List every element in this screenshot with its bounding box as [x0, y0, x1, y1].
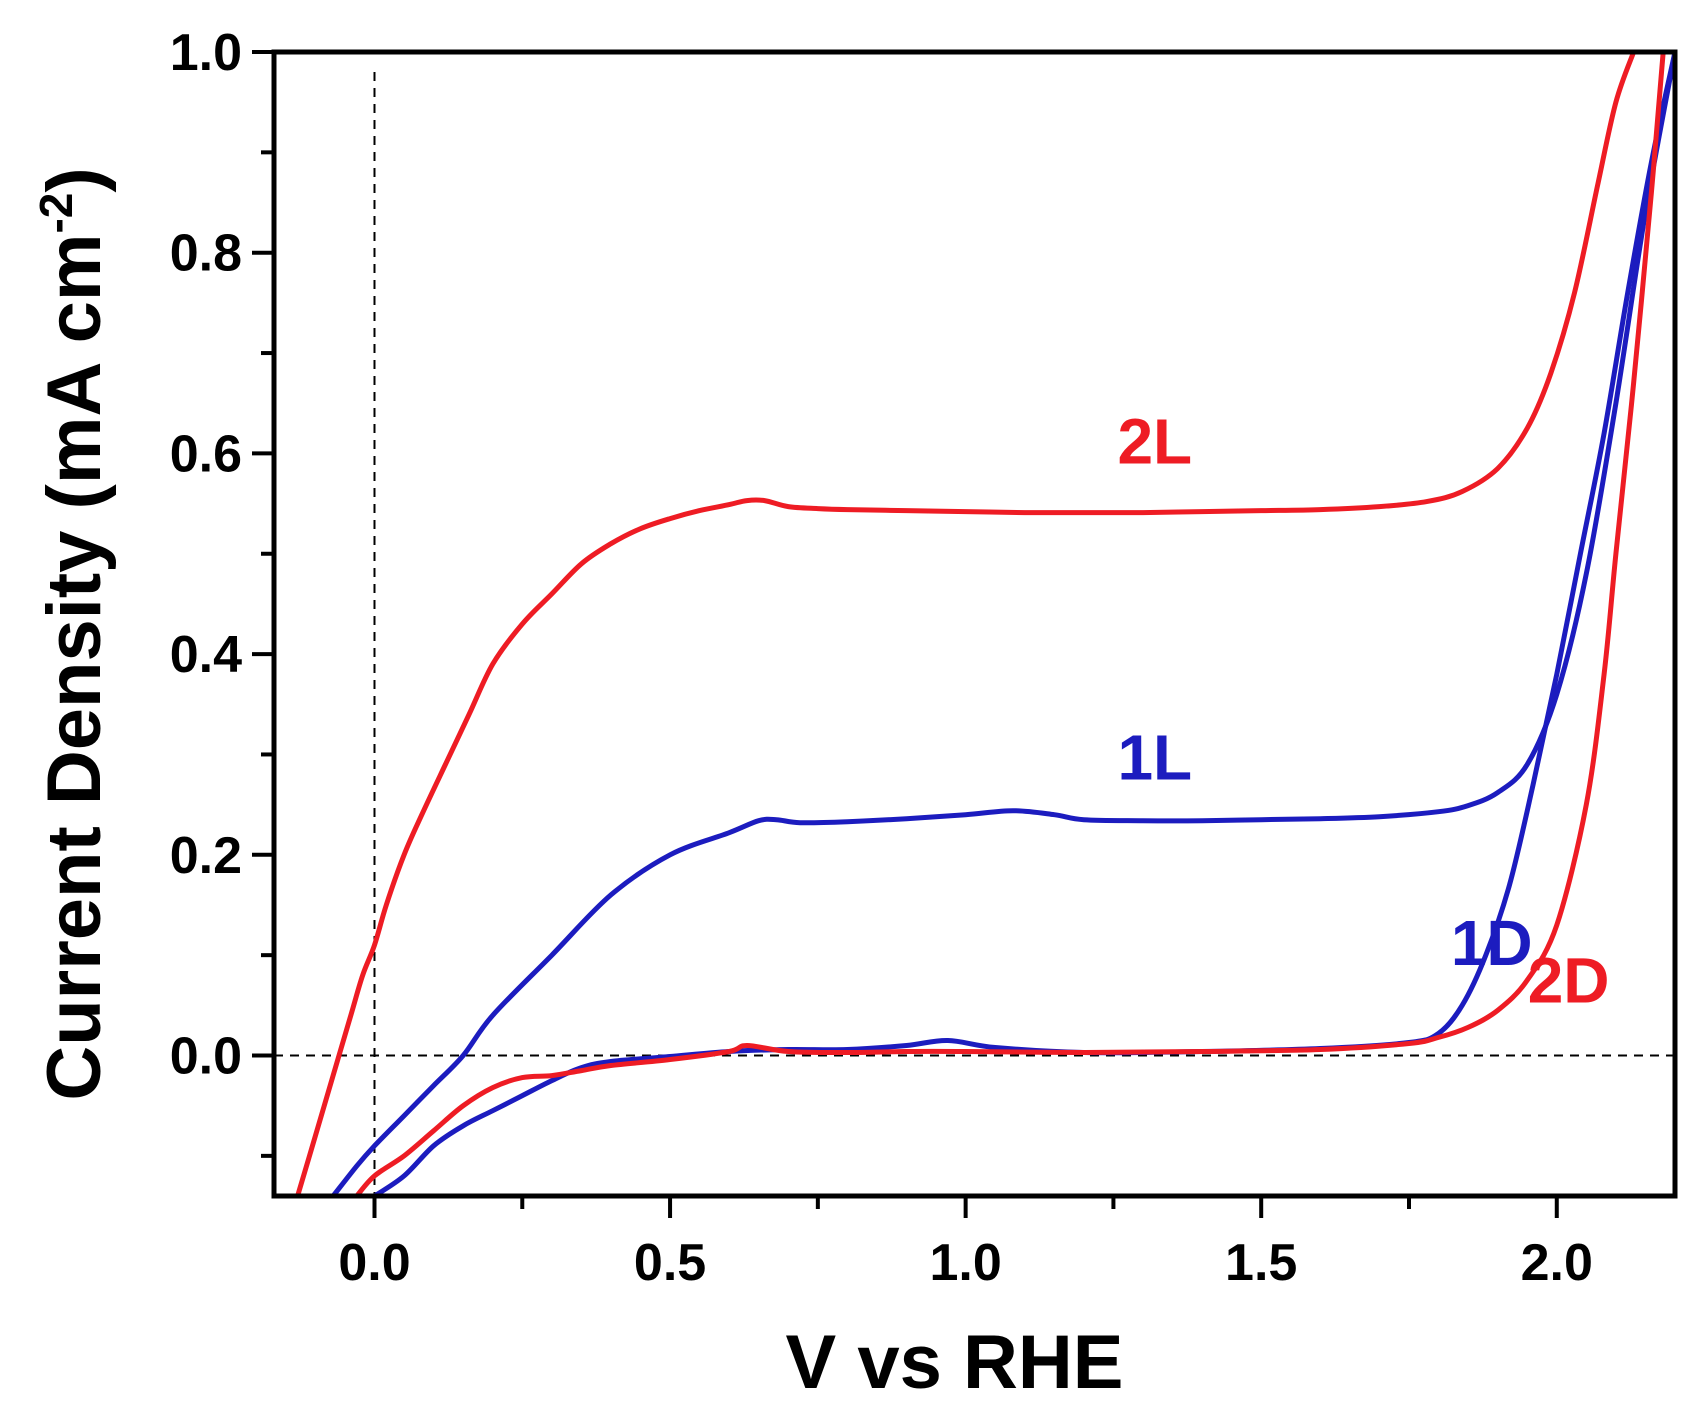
y-tick-label: 0.6: [170, 425, 242, 483]
series-line-1L: [331, 52, 1675, 1196]
x-tick-label: 1.5: [1225, 1234, 1297, 1292]
series-label-1D: 1D: [1451, 907, 1533, 979]
y-tick-label: 0.2: [170, 827, 242, 885]
y-tick-label: 1.0: [170, 24, 242, 82]
series-label-1L: 1L: [1117, 722, 1192, 794]
series-label-2L: 2L: [1117, 405, 1192, 477]
x-axis-ticks: 0.0 0.5 1.0 1.5 2.0: [338, 1196, 1593, 1292]
y-tick-label: 0.8: [170, 225, 242, 283]
series-group: [295, 52, 1675, 1196]
plot-frame: [271, 49, 1678, 1199]
y-axis-ticks: 0.0 0.2 0.4 0.6 0.8 1.0: [170, 24, 274, 1158]
y-axis-title-suffix: ): [32, 167, 117, 192]
x-tick-label: 0.5: [634, 1234, 706, 1292]
y-tick-label: 0.0: [170, 1028, 242, 1086]
y-axis-title-main: Current Density (mA cm: [32, 234, 117, 1101]
y-tick-label: 0.4: [170, 626, 242, 684]
series-line-2L: [295, 52, 1636, 1196]
x-tick-label: 0.0: [338, 1234, 410, 1292]
x-axis-title: V vs RHE: [786, 1320, 1124, 1405]
series-label-2D: 2D: [1528, 944, 1610, 1016]
x-tick-label: 2.0: [1521, 1234, 1593, 1292]
y-axis-title-superscript: -2: [30, 193, 82, 234]
series-line-2D: [354, 52, 1666, 1196]
x-tick-label: 1.0: [929, 1234, 1001, 1292]
y-axis-title: Current Density (mA cm-2): [30, 167, 117, 1100]
